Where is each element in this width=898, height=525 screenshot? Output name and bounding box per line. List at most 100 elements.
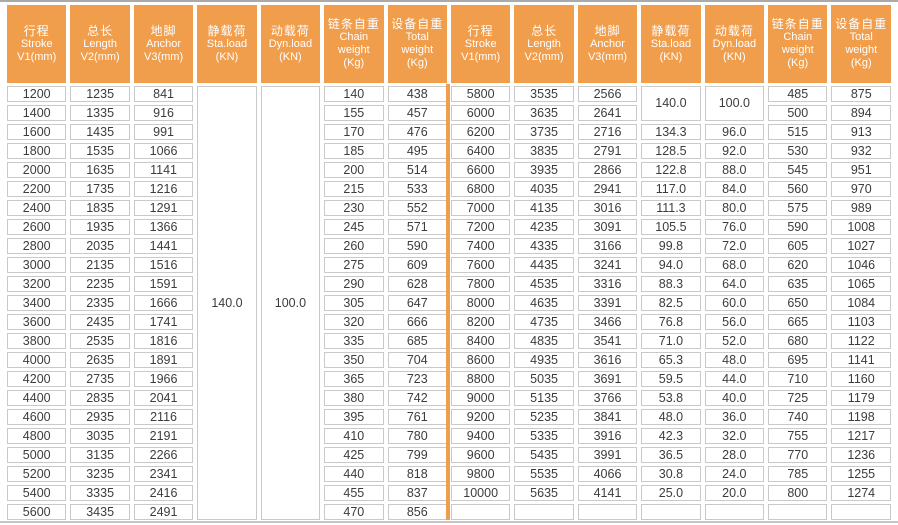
cell-length: 2135 [70, 257, 130, 273]
col-header-chain-weight-right: 链条自重 Chain weight (Kg) [768, 5, 828, 83]
header-line: (KN) [279, 50, 302, 63]
col-header-stroke-right: 行程 Stroke V1(mm) [450, 5, 511, 83]
cell-total-weight: 799 [387, 447, 447, 463]
cell-anchor: 2491 [133, 504, 194, 520]
cell-anchor: 1141 [133, 162, 194, 178]
cell-stroke: 7400 [450, 238, 511, 254]
cell-stroke: 5400 [7, 485, 67, 501]
cell-chain-weight: 620 [768, 257, 828, 273]
cell-chain-weight: 650 [768, 295, 828, 311]
cell-sta-load: 88.3 [641, 276, 701, 292]
cell-sta-load: 48.0 [641, 409, 701, 425]
cell-chain-weight: 470 [324, 504, 384, 520]
cell-anchor: 2641 [577, 105, 638, 121]
table-row: 2000 1635 1141 200 514 6600 3935 2866 122.8 88.0 5… [7, 162, 891, 178]
cell-anchor: 2416 [133, 485, 194, 501]
bottom-border-line [0, 521, 898, 523]
cell-chain-weight: 575 [768, 200, 828, 216]
cell-length: 2935 [70, 409, 130, 425]
cell-total-weight: 1179 [831, 390, 891, 406]
cell-chain-weight: 605 [768, 238, 828, 254]
cell-length: 2035 [70, 238, 130, 254]
cell-sta-load: 134.3 [641, 124, 701, 140]
cell-chain-weight: 710 [768, 371, 828, 387]
cell-anchor-empty [577, 504, 638, 520]
header-line: 总长 [87, 23, 114, 38]
cell-chain-weight: 425 [324, 447, 384, 463]
cell-anchor: 1741 [133, 314, 194, 330]
cell-chain-weight: 770 [768, 447, 828, 463]
cell-dyn-load: 40.0 [704, 390, 765, 406]
cell-anchor: 1441 [133, 238, 194, 254]
cell-dyn-load: 84.0 [704, 181, 765, 197]
table-row: 4200 2735 1966 365 723 8800 5035 3691 59.5 44.0 71… [7, 371, 891, 387]
cell-total-weight: 894 [831, 105, 891, 121]
table-half-divider [446, 84, 450, 520]
cell-total-weight: 780 [387, 428, 447, 444]
cell-stroke: 8600 [450, 352, 511, 368]
cell-length: 1635 [70, 162, 130, 178]
header-line: Anchor [146, 37, 181, 50]
cell-length: 3035 [70, 428, 130, 444]
cell-length: 4735 [514, 314, 574, 330]
cell-stroke: 8800 [450, 371, 511, 387]
cell-chain-weight-empty [768, 504, 828, 520]
cell-anchor: 3841 [577, 409, 638, 425]
cell-stroke: 1600 [7, 124, 67, 140]
header-line: 行程 [23, 23, 50, 38]
cell-stroke: 8000 [450, 295, 511, 311]
cell-chain-weight: 335 [324, 333, 384, 349]
header-line: (KN) [215, 50, 239, 63]
cell-total-weight: 476 [387, 124, 447, 140]
cell-stroke: 8200 [450, 314, 511, 330]
cell-stroke: 4600 [7, 409, 67, 425]
cell-length-empty [514, 504, 574, 520]
cell-total-weight-empty [831, 504, 891, 520]
cell-anchor: 1291 [133, 200, 194, 216]
cell-anchor: 3241 [577, 257, 638, 273]
col-header-sta-load-left: 静载荷 Sta.load (KN) [197, 5, 257, 83]
table-row: 5400 3335 2416 455 837 10000 5635 4141 25.0 20.0 8… [7, 485, 891, 501]
cell-sta-load: 105.5 [641, 219, 701, 235]
cell-stroke: 5200 [7, 466, 67, 482]
cell-length: 3135 [70, 447, 130, 463]
cell-anchor: 1966 [133, 371, 194, 387]
header-line: 行程 [467, 23, 494, 38]
cell-anchor: 3316 [577, 276, 638, 292]
cell-chain-weight: 725 [768, 390, 828, 406]
cell-length: 5135 [514, 390, 574, 406]
header-line: V1(mm) [461, 50, 501, 63]
cell-chain-weight: 485 [768, 86, 828, 102]
cell-stroke: 9200 [450, 409, 511, 425]
cell-anchor: 4141 [577, 485, 638, 501]
table-row: 4600 2935 2116 395 761 9200 5235 3841 48.0 36.0 74… [7, 409, 891, 425]
cell-dyn-load: 56.0 [704, 314, 765, 330]
cell-length: 5635 [514, 485, 574, 501]
cell-stroke: 3600 [7, 314, 67, 330]
cell-length: 4435 [514, 257, 574, 273]
cell-chain-weight: 395 [324, 409, 384, 425]
cell-anchor: 991 [133, 124, 194, 140]
cell-sta-load: 94.0 [641, 257, 701, 273]
cell-length: 2535 [70, 333, 130, 349]
cell-length: 1735 [70, 181, 130, 197]
header-line: Length [527, 37, 561, 50]
cell-dyn-load-empty [704, 504, 765, 520]
table-row: 5600 3435 2491 470 856 [7, 504, 891, 520]
cell-chain-weight: 665 [768, 314, 828, 330]
cell-chain-weight: 455 [324, 485, 384, 501]
cell-total-weight: 495 [387, 143, 447, 159]
cell-stroke: 9600 [450, 447, 511, 463]
cell-anchor: 1066 [133, 143, 194, 159]
header-line: V2(mm) [524, 50, 564, 63]
table-row: 3000 2135 1516 275 609 7600 4435 3241 94.0 68.0 62… [7, 257, 891, 273]
cell-length: 5335 [514, 428, 574, 444]
cell-total-weight: 951 [831, 162, 891, 178]
cell-length: 2735 [70, 371, 130, 387]
cell-length: 1835 [70, 200, 130, 216]
cell-total-weight: 1141 [831, 352, 891, 368]
header-line: V3(mm) [144, 50, 184, 63]
cell-length: 2635 [70, 352, 130, 368]
header-line: V2(mm) [80, 50, 120, 63]
col-header-anchor-left: 地脚 Anchor V3(mm) [133, 5, 194, 83]
